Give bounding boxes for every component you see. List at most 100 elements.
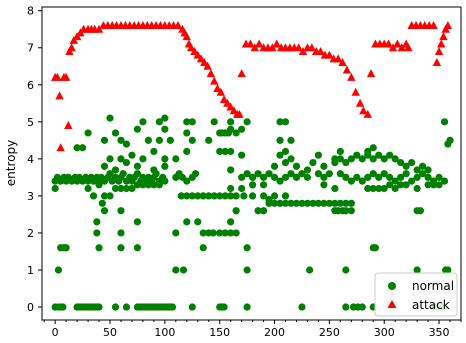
normal-point [100, 192, 109, 200]
normal-point [281, 147, 290, 156]
normal-point [347, 207, 355, 215]
normal-point [100, 162, 109, 170]
normal-point [386, 181, 394, 189]
normal-point [238, 184, 246, 193]
normal-point [117, 155, 125, 163]
attack-point [366, 69, 376, 78]
x-tick-label: 350 [429, 326, 450, 339]
attack-point [64, 121, 73, 130]
normal-point [117, 207, 125, 215]
normal-point [276, 177, 284, 185]
normal-point [358, 177, 366, 185]
normal-point [347, 199, 355, 207]
normal-point [336, 147, 344, 156]
attack-point [254, 39, 264, 48]
legend: normal attack [374, 272, 458, 317]
normal-point [183, 129, 191, 137]
normal-point [221, 147, 229, 156]
plot-area-frame [41, 6, 462, 321]
normal-point [375, 151, 383, 159]
y-tick-label: 8 [27, 5, 34, 18]
normal-point [281, 173, 290, 181]
normal-point [314, 170, 323, 178]
normal-point [347, 177, 355, 185]
attack-point [316, 46, 325, 55]
attack-point [333, 54, 343, 63]
y-axis-label: entropy [4, 140, 18, 186]
normal-point [444, 266, 452, 274]
normal-point [227, 229, 235, 237]
normal-point [331, 155, 339, 163]
x-tick-label: 100 [154, 326, 175, 339]
normal-point [243, 244, 251, 252]
normal-point [133, 125, 142, 133]
normal-point [276, 151, 284, 159]
normal-point [139, 155, 147, 163]
x-tick-label: 300 [374, 326, 395, 339]
normal-point [133, 170, 142, 178]
normal-point [95, 303, 103, 311]
normal-point [188, 136, 196, 144]
normal-point [342, 207, 350, 215]
normal-point [194, 218, 202, 226]
normal-point [243, 118, 251, 126]
normal-point [270, 173, 279, 181]
normal-point [59, 303, 67, 311]
normal-point [287, 199, 295, 207]
normal-point [84, 129, 92, 137]
normal-point [128, 151, 136, 159]
attack-point [443, 21, 453, 30]
normal-point [54, 266, 63, 274]
normal-point [183, 147, 191, 156]
attack-point [268, 43, 277, 52]
normal-point [380, 184, 388, 193]
normal-point [227, 125, 235, 133]
normal-point [413, 184, 421, 193]
normal-point [161, 155, 169, 163]
normal-point [303, 166, 312, 174]
normal-point [161, 114, 169, 122]
attack-point [429, 21, 438, 30]
normal-point [276, 199, 284, 207]
normal-point [336, 170, 344, 178]
normal-point [62, 244, 70, 252]
normal-point [386, 173, 394, 181]
normal-point [320, 199, 328, 207]
normal-point [342, 199, 350, 207]
attack-point [432, 58, 442, 67]
normal-point [93, 218, 101, 226]
normal-point [287, 170, 295, 178]
normal-point [292, 173, 301, 181]
x-tick-label: 200 [264, 326, 285, 339]
normal-point [111, 166, 120, 174]
normal-point [106, 170, 114, 178]
normal-point [232, 229, 240, 237]
normal-point [408, 177, 416, 185]
attack-point [216, 87, 225, 96]
normal-point [408, 158, 416, 167]
normal-point [270, 199, 279, 207]
normal-point [172, 229, 180, 237]
normal-point [220, 303, 228, 311]
normal-point [298, 303, 306, 311]
normal-point [166, 136, 174, 144]
normal-point [51, 184, 59, 193]
normal-point [122, 140, 131, 148]
normal-point [276, 136, 284, 144]
normal-point [183, 177, 191, 185]
normal-point [122, 184, 131, 193]
legend-normal-marker [388, 282, 396, 290]
normal-point [287, 136, 295, 144]
normal-point [199, 229, 207, 237]
normal-point [248, 192, 257, 200]
normal-point [199, 244, 207, 252]
attack-point [182, 32, 191, 41]
normal-point [320, 162, 328, 170]
normal-point [227, 192, 235, 200]
attack-point [246, 39, 255, 48]
normal-point [139, 118, 147, 126]
y-tick-label: 1 [27, 264, 34, 277]
normal-point [391, 155, 399, 163]
normal-point [133, 244, 142, 252]
normal-point [172, 266, 180, 274]
